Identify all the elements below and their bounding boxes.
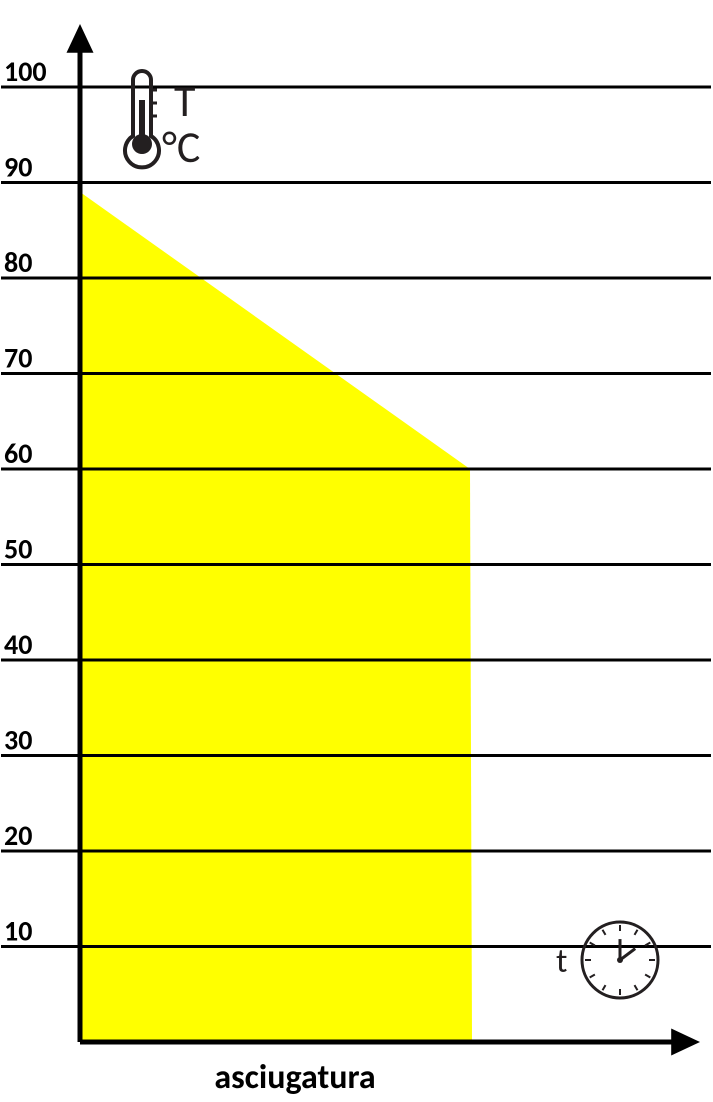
- clock-icon: [582, 922, 658, 998]
- time-axis-label: t: [556, 922, 658, 998]
- y-tick-label: 60: [4, 436, 32, 471]
- thermometer-icon: [125, 71, 159, 167]
- x-axis-title: asciugatura: [214, 1057, 375, 1098]
- y-tick-label: 90: [4, 150, 32, 185]
- y-axis-arrow: [67, 24, 94, 53]
- y-tick-label: 20: [4, 818, 32, 853]
- time-t-label: t: [556, 941, 567, 982]
- y-tick-label: 10: [4, 914, 32, 949]
- temperature-area: [80, 192, 472, 1042]
- y-tick-label: 70: [4, 341, 32, 376]
- y-tick-labels: 10 20 30 40 50 60 70 80 90 100: [4, 54, 47, 949]
- chart-svg: 102030405060708090100 T °C t asciugatura: [0, 0, 713, 1102]
- y-tick-label: 40: [4, 627, 32, 662]
- temperature-unit-label: °C: [162, 120, 200, 174]
- x-axis-arrow: [671, 1029, 700, 1056]
- y-tick-label: 80: [4, 245, 32, 280]
- drying-temperature-chart: 102030405060708090100 T °C t asciugatura: [0, 0, 713, 1102]
- y-tick-label: 50: [4, 532, 32, 567]
- y-tick-label: 100: [4, 54, 47, 89]
- y-tick-label: 30: [4, 723, 32, 758]
